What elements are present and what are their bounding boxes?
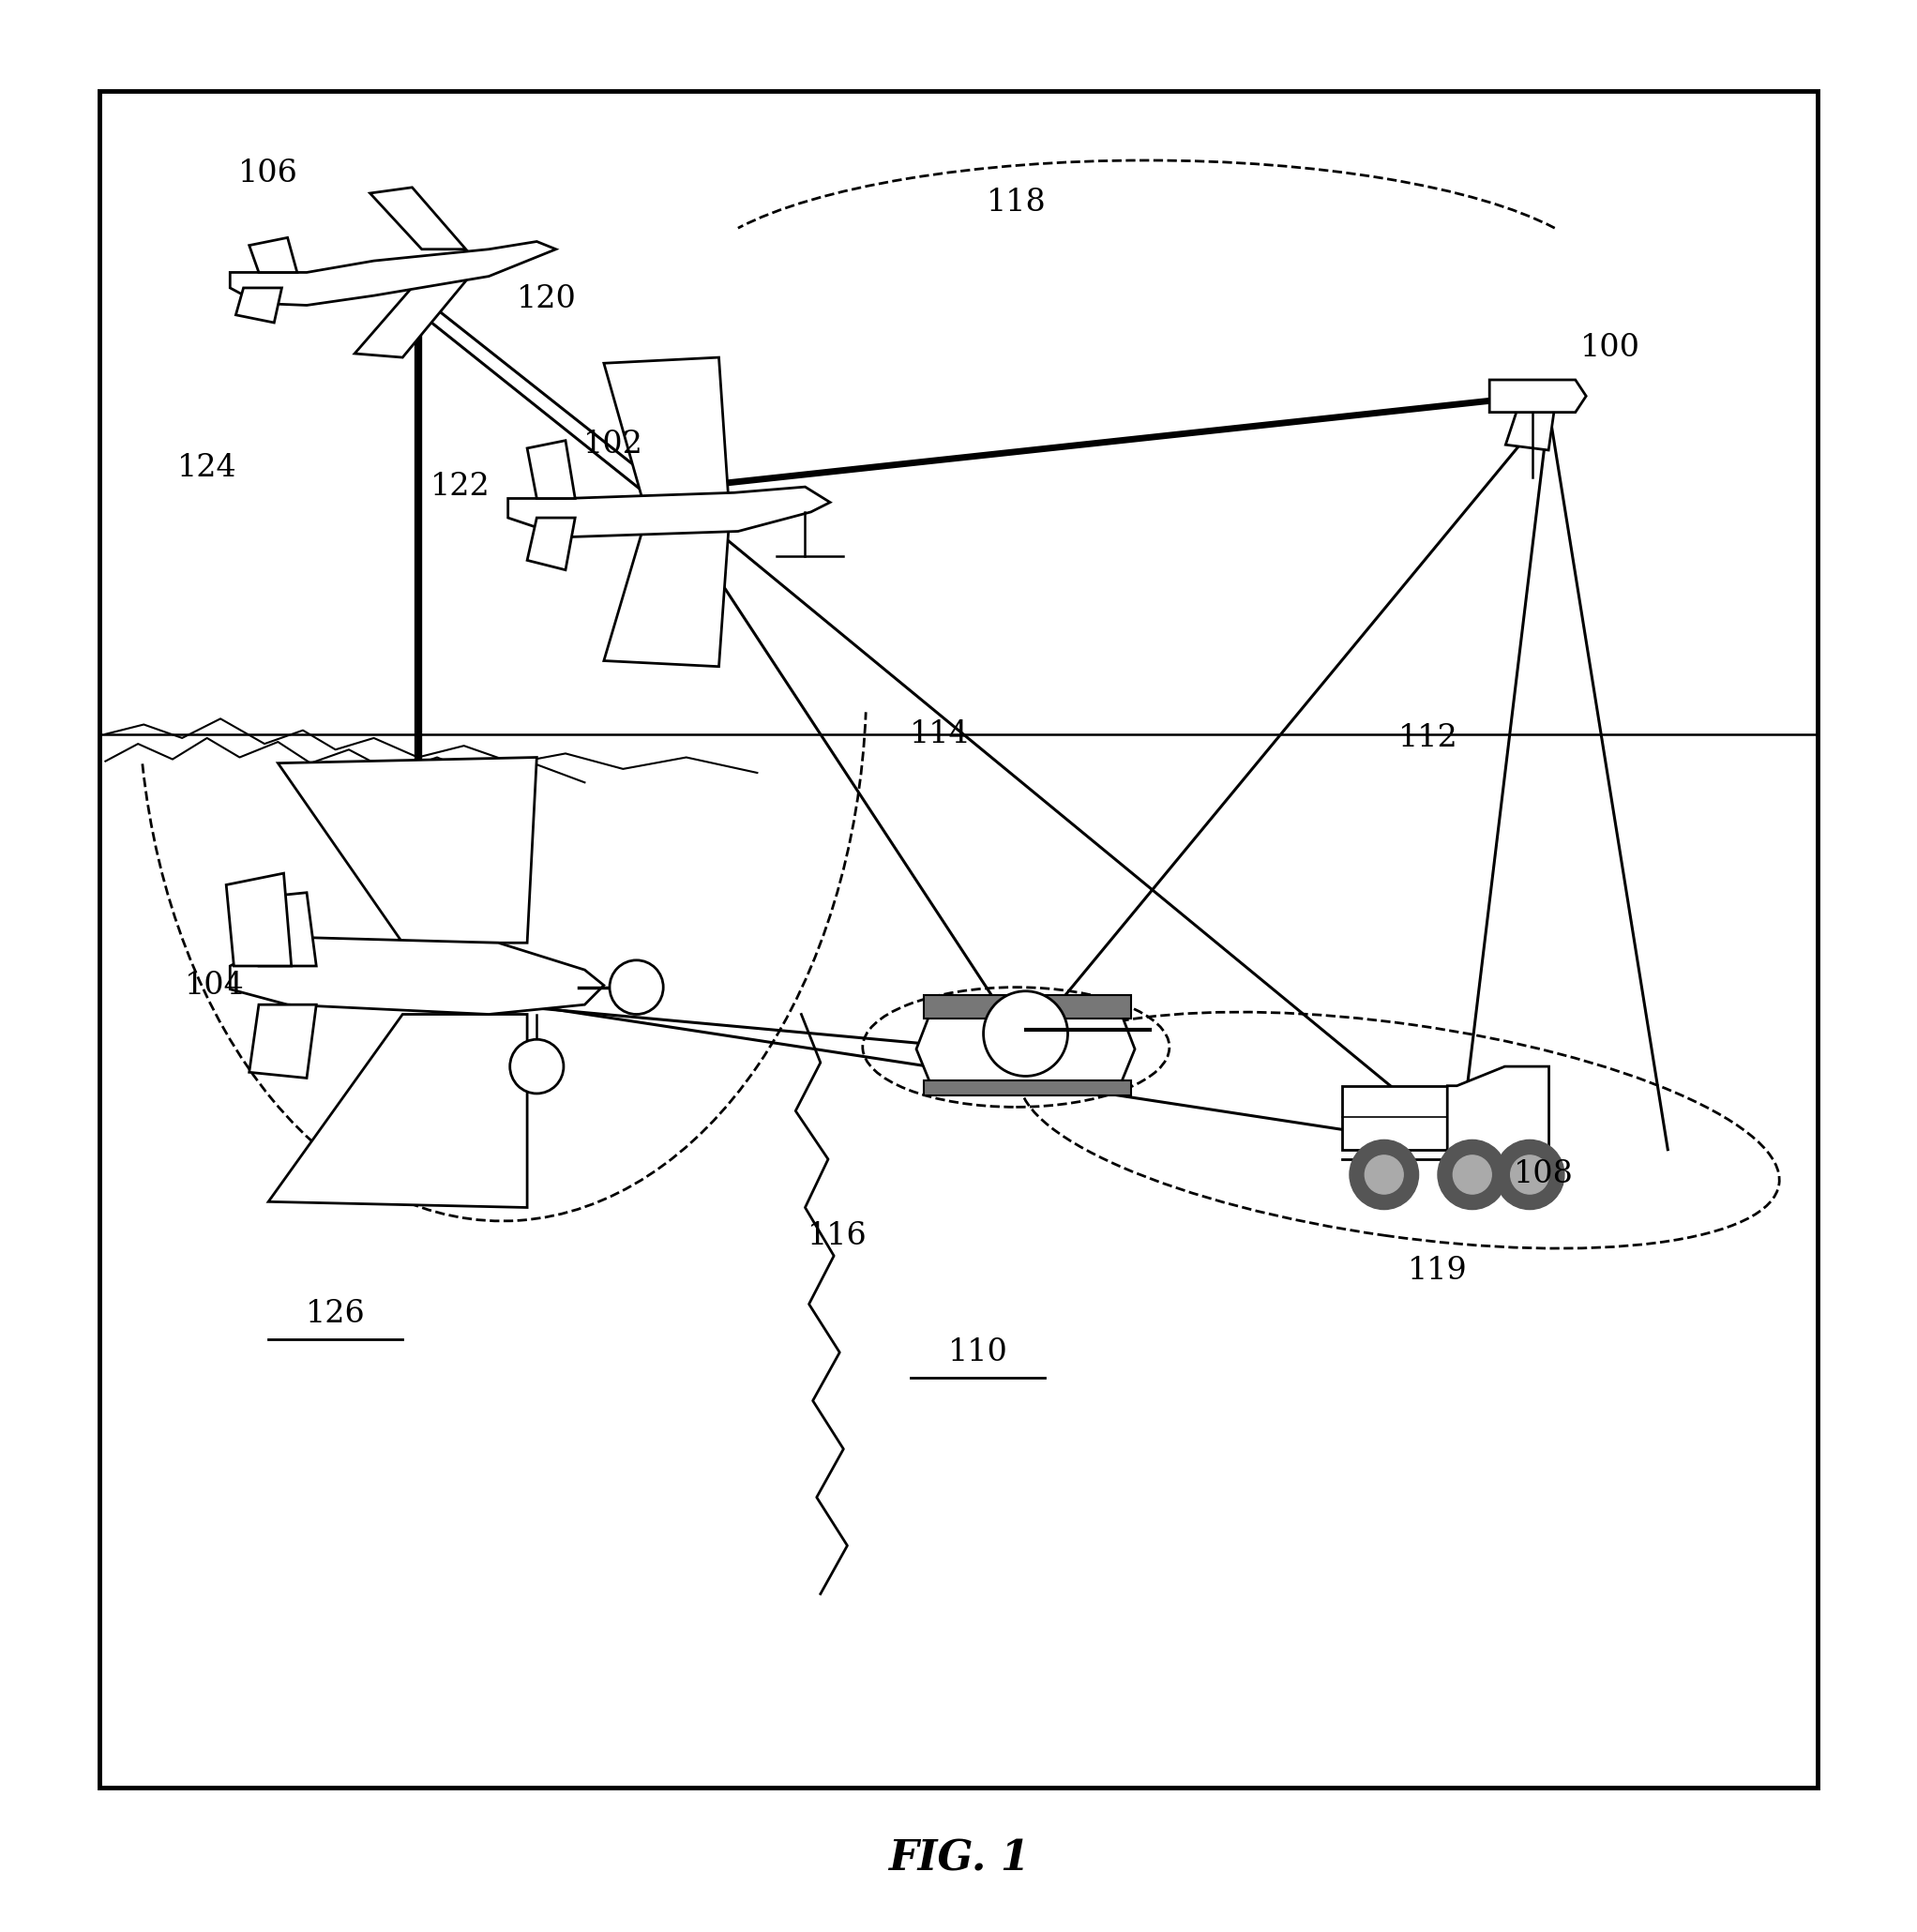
Polygon shape bbox=[249, 893, 316, 966]
Text: 110: 110 bbox=[947, 1337, 1008, 1368]
Polygon shape bbox=[527, 440, 575, 498]
Circle shape bbox=[1453, 1155, 1491, 1194]
FancyBboxPatch shape bbox=[924, 1080, 1131, 1095]
Polygon shape bbox=[1342, 1086, 1447, 1150]
Text: 108: 108 bbox=[1513, 1159, 1574, 1190]
Polygon shape bbox=[230, 937, 604, 1014]
Polygon shape bbox=[249, 1005, 316, 1078]
Text: 126: 126 bbox=[305, 1298, 366, 1329]
Text: 119: 119 bbox=[1407, 1256, 1468, 1287]
Polygon shape bbox=[249, 238, 297, 272]
Text: 114: 114 bbox=[909, 719, 970, 750]
Circle shape bbox=[1511, 1155, 1549, 1194]
Text: 122: 122 bbox=[429, 471, 491, 502]
Polygon shape bbox=[370, 187, 466, 249]
Circle shape bbox=[1350, 1140, 1419, 1209]
Circle shape bbox=[510, 1039, 564, 1094]
Text: 102: 102 bbox=[583, 429, 644, 460]
Polygon shape bbox=[236, 288, 282, 323]
Circle shape bbox=[1365, 1155, 1403, 1194]
Polygon shape bbox=[1505, 412, 1555, 450]
Polygon shape bbox=[916, 1014, 1135, 1082]
Polygon shape bbox=[1447, 1066, 1549, 1159]
Polygon shape bbox=[226, 873, 291, 966]
FancyBboxPatch shape bbox=[100, 91, 1817, 1787]
Text: 100: 100 bbox=[1580, 332, 1641, 363]
Circle shape bbox=[1495, 1140, 1564, 1209]
Polygon shape bbox=[268, 1014, 527, 1208]
Text: 118: 118 bbox=[985, 187, 1047, 218]
Circle shape bbox=[610, 960, 663, 1014]
Polygon shape bbox=[604, 357, 728, 498]
Text: 104: 104 bbox=[184, 970, 245, 1001]
Polygon shape bbox=[527, 518, 575, 570]
Text: 120: 120 bbox=[516, 284, 577, 315]
Polygon shape bbox=[230, 242, 556, 305]
Circle shape bbox=[983, 991, 1068, 1076]
Text: 116: 116 bbox=[807, 1221, 868, 1252]
Polygon shape bbox=[508, 487, 830, 537]
Polygon shape bbox=[604, 531, 728, 667]
FancyBboxPatch shape bbox=[924, 995, 1131, 1018]
Text: 112: 112 bbox=[1397, 723, 1459, 753]
Text: 124: 124 bbox=[176, 452, 238, 483]
Polygon shape bbox=[1490, 381, 1585, 412]
Text: FIG. 1: FIG. 1 bbox=[888, 1839, 1029, 1878]
Circle shape bbox=[1438, 1140, 1507, 1209]
Polygon shape bbox=[278, 757, 537, 943]
Polygon shape bbox=[355, 276, 470, 357]
Text: 106: 106 bbox=[238, 158, 299, 189]
